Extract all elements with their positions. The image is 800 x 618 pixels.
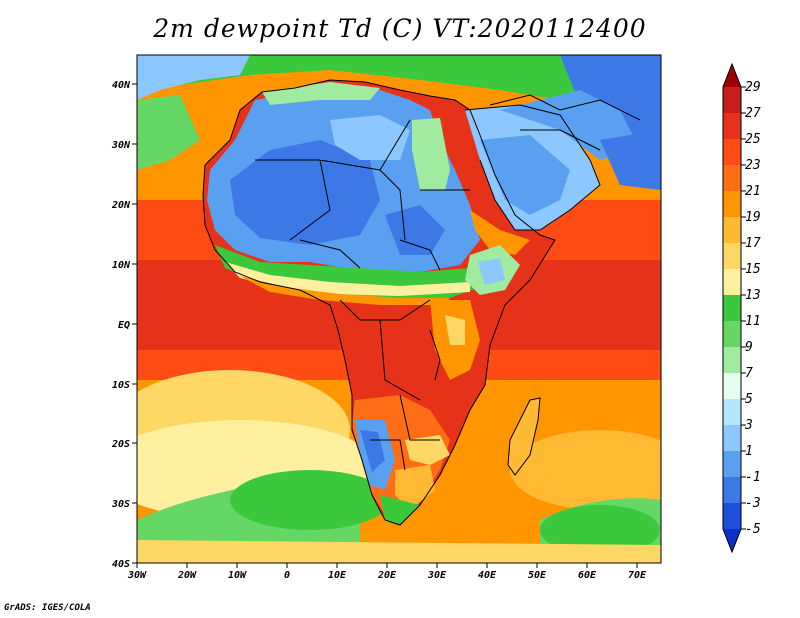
colorbar-segment: [723, 217, 741, 243]
colorbar-label: 29: [745, 80, 761, 95]
colorbar-label: 3: [744, 418, 753, 433]
colorbar-label: 13: [745, 288, 761, 303]
colorbar-label: 23: [745, 158, 761, 173]
colorbar-label: -3: [745, 496, 761, 511]
lon-tick-label: 70E: [628, 570, 647, 581]
colorbar-segment: [723, 503, 741, 529]
lat-tick-label: 20N: [111, 200, 131, 211]
colorbar-segment: [723, 295, 741, 321]
colorbar-label: 27: [745, 106, 761, 121]
lat-tick-label: 40S: [112, 559, 130, 570]
colorbar-label: 7: [745, 366, 753, 381]
colorbar-segment: [723, 139, 741, 165]
map-frame: [136, 54, 662, 564]
colorbar-top-arrow: [723, 64, 741, 87]
lon-tick-label: 10W: [228, 570, 247, 581]
colorbar-label: 11: [745, 314, 761, 329]
colorbar-segment: [723, 165, 741, 191]
colorbar-label: 15: [745, 262, 761, 277]
field-layer: [137, 55, 661, 563]
lon-tick-label: 30W: [127, 570, 147, 581]
colorbar-bottom-arrow: [723, 529, 741, 552]
colorbar-segment: [723, 477, 741, 503]
colorbar-segment: [723, 347, 741, 373]
colorbar-label: 17: [745, 236, 761, 251]
lat-tick-label: 30S: [111, 499, 130, 510]
lon-tick-label: 0: [284, 570, 290, 581]
lat-tick-label: 20S: [111, 439, 130, 450]
colorbar-label: -1: [745, 470, 761, 485]
coastlines: [202, 79, 641, 526]
credit-text: GrADS: IGES/COLA: [4, 603, 91, 613]
lat-tick-label: 10S: [112, 380, 130, 391]
colorbar-segment: [723, 191, 741, 217]
lat-tick-label: EQ: [118, 320, 130, 331]
colorbar-segment: [723, 87, 741, 113]
colorbar-label: 21: [745, 184, 761, 199]
colorbar-segment: [723, 269, 741, 295]
lon-tick-label: 50E: [528, 570, 547, 581]
madagascar-land: [508, 398, 540, 475]
lon-tick-label: 10E: [328, 570, 347, 581]
lat-tick-label: 40N: [112, 80, 131, 91]
colorbar-segment: [723, 321, 741, 347]
colorbar-segment: [723, 373, 741, 399]
colorbar-label: 19: [745, 210, 761, 225]
colorbar-segment: [723, 113, 741, 139]
colorbar-segment: [723, 399, 741, 425]
colorbar-label: 5: [745, 392, 753, 407]
lon-tick-labels: 30W 20W 10W 0 10E 20E 30E 40E 50E 60E 70…: [127, 570, 647, 581]
colorbar-label: 25: [745, 132, 761, 147]
colorbar-label: 1: [745, 444, 753, 459]
lon-tick-label: 20E: [377, 570, 397, 581]
colorbar-segment: [723, 243, 741, 269]
lat-tick-labels: 40N 30N 20N 10N EQ 10S 20S 30S 40S: [111, 80, 131, 570]
tick-marks: [132, 83, 638, 568]
lat-tick-label: 10N: [112, 260, 131, 271]
lon-tick-label: 20W: [177, 570, 197, 581]
colorbar-label: -5: [745, 522, 761, 537]
map-title: 2m dewpoint Td (C) VT:2020112400: [153, 14, 647, 43]
lat-tick-label: 30N: [111, 140, 131, 151]
colorbar-segment: [723, 451, 741, 477]
lon-tick-label: 30E: [427, 570, 447, 581]
colorbar-segment: [723, 425, 741, 451]
lon-tick-label: 40E: [478, 570, 497, 581]
lon-tick-label: 60E: [578, 570, 597, 581]
colorbar: 29 27 25 23 21 19 17 15 13 11 9 7 5 3 1 …: [722, 62, 761, 554]
colorbar-label: 9: [745, 340, 753, 355]
